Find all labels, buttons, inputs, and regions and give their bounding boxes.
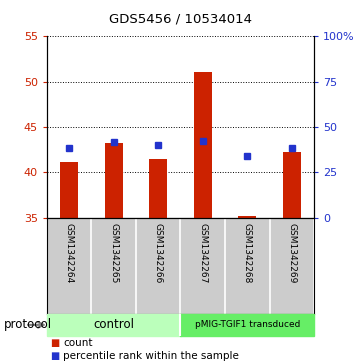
Text: GSM1342265: GSM1342265 <box>109 223 118 283</box>
Text: percentile rank within the sample: percentile rank within the sample <box>63 351 239 362</box>
Bar <box>180 314 314 336</box>
Text: ■: ■ <box>51 351 60 362</box>
Text: GSM1342266: GSM1342266 <box>154 223 163 283</box>
Bar <box>105 143 123 218</box>
Bar <box>60 162 78 218</box>
Bar <box>194 72 212 218</box>
Bar <box>149 159 167 218</box>
Text: GSM1342267: GSM1342267 <box>198 223 207 283</box>
Text: protocol: protocol <box>4 318 52 331</box>
Bar <box>238 216 256 218</box>
Text: ■: ■ <box>51 338 60 348</box>
Text: count: count <box>63 338 93 348</box>
Bar <box>47 314 180 336</box>
Text: GSM1342268: GSM1342268 <box>243 223 252 283</box>
Text: pMIG-TGIF1 transduced: pMIG-TGIF1 transduced <box>195 321 300 329</box>
Text: control: control <box>93 318 134 331</box>
Text: GSM1342269: GSM1342269 <box>287 223 296 283</box>
Text: GSM1342264: GSM1342264 <box>65 223 74 283</box>
Text: GDS5456 / 10534014: GDS5456 / 10534014 <box>109 13 252 26</box>
Bar <box>283 152 301 218</box>
